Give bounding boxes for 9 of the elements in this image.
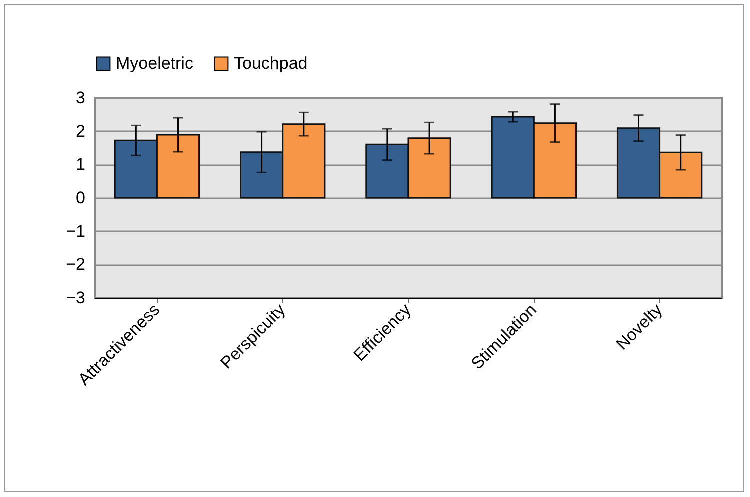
y-tick-label: 1 (76, 155, 86, 174)
y-tick-label: −3 (66, 288, 86, 308)
y-tick-label: −1 (66, 222, 86, 241)
y-tick-label: 3 (76, 88, 86, 108)
y-tick-label: 0 (76, 188, 86, 208)
y-tick-label: 2 (76, 122, 86, 141)
legend-label: Touchpad (234, 54, 308, 73)
legend-label: Myoeletric (116, 54, 194, 73)
y-tick-label: −2 (66, 255, 86, 274)
